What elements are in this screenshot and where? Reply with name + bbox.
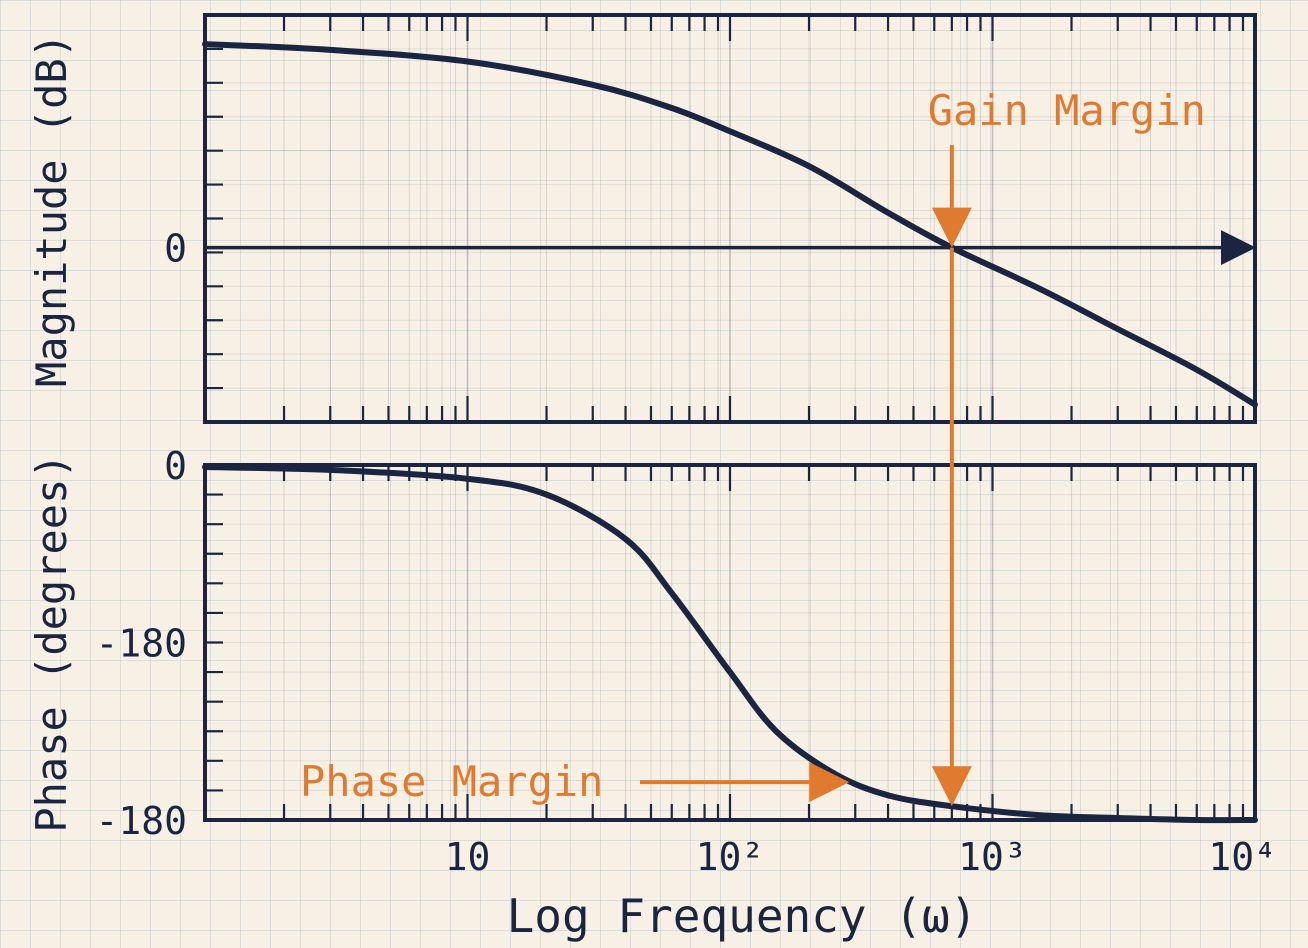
- x-tick-label: 10²: [696, 835, 765, 879]
- x-axis-label: Log Frequency (ω): [507, 889, 978, 943]
- x-tick-label: 10: [445, 835, 491, 879]
- phase-axis-label: Phase (degrees): [27, 453, 76, 832]
- annotations-layer: Gain Margin Phase Margin: [300, 86, 1206, 807]
- phase-y-tick-label: 0: [164, 444, 187, 488]
- phase-response-curve: [202, 464, 1258, 824]
- phase-y-tick-label: -180: [95, 622, 187, 666]
- magnitude-axis-label: Magnitude (dB): [27, 33, 76, 387]
- x-tick-label: 10⁴: [1208, 835, 1277, 879]
- phase-frame: [203, 463, 1257, 822]
- magnitude-y-tick-label: 0: [164, 227, 187, 271]
- phase-margin-label: Phase Margin: [300, 757, 603, 806]
- panels-layer: 0 0 -180 -180 10 10² 10³ 10⁴: [95, 13, 1277, 879]
- x-tick-label: 10³: [958, 835, 1027, 879]
- gain-margin-label: Gain Margin: [928, 86, 1206, 135]
- magnitude-response-curve: [202, 41, 1258, 408]
- magnitude-frame: [203, 13, 1257, 424]
- phase-y-tick-label: -180: [95, 799, 187, 843]
